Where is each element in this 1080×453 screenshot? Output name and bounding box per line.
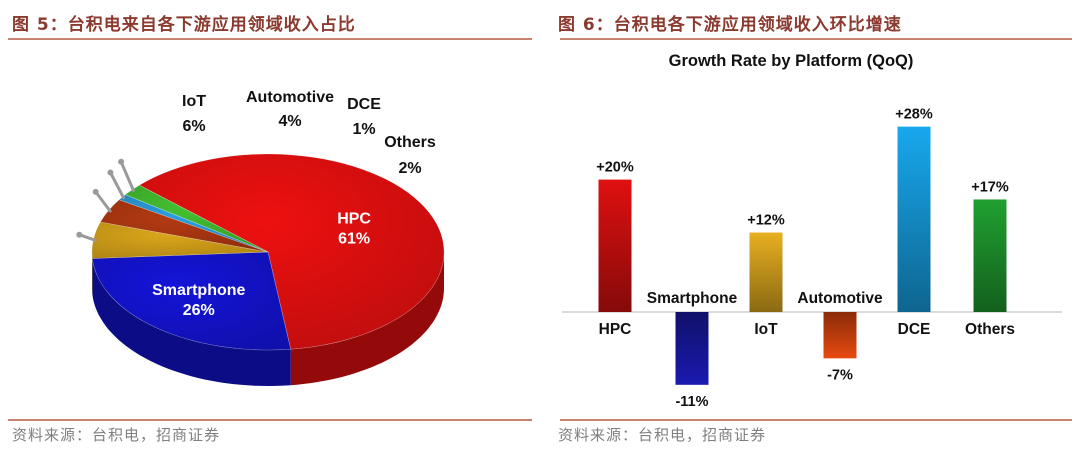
bar-value-dce: +28% [895, 107, 933, 123]
leader-dot-others [118, 158, 125, 165]
leader-dot-iot [76, 231, 83, 238]
source-note: 资料来源：台积电，招商证券 [558, 426, 767, 444]
source-rule [8, 419, 532, 421]
pie-label-hpc: HPC [337, 210, 371, 227]
bar-category-iot: IoT [754, 321, 778, 338]
source-note: 资料来源：台积电，招商证券 [12, 426, 221, 444]
bar-value-smartphone: -11% [675, 394, 708, 410]
pie-label-iot: IoT [182, 93, 206, 110]
left-figure: 图 5：台积电来自各下游应用领域收入占比 HPC 61% Smartphone 26%… [8, 15, 532, 444]
source-rule [560, 419, 1072, 421]
bar-value-others: +17% [971, 179, 1009, 195]
bar-value-automotive: -7% [827, 367, 853, 383]
bar-category-dce: DCE [898, 321, 931, 338]
pie-value-others: 2% [398, 160, 421, 177]
title-rule [8, 38, 532, 40]
bar-others [973, 199, 1007, 312]
pie-chart: HPC 61% Smartphone 26% IoT 6% Automotive 4% DCE 1… [76, 89, 445, 386]
leader-line-automotive [94, 190, 112, 213]
bar-category-smartphone: Smartphone [647, 290, 738, 307]
pie-side-smartphone [92, 258, 291, 386]
bar-value-iot: +12% [747, 213, 785, 229]
bar-iot [749, 232, 783, 312]
chart-title: Growth Rate by Platform (QoQ) [669, 52, 914, 70]
pie-value-iot: 6% [182, 118, 205, 135]
pie-slice-hpc [138, 153, 445, 350]
bar-category-automotive: Automotive [797, 290, 883, 307]
leader-dot-dce [107, 169, 114, 176]
pie-label-dce: DCE [347, 96, 381, 113]
leader-line-dce [108, 171, 125, 200]
pie-slice-smartphone [92, 251, 292, 351]
title-rule [560, 38, 1072, 40]
pie-value-smartphone: 26% [183, 302, 215, 319]
bar-category-hpc: HPC [599, 321, 632, 338]
pie-label-automotive: Automotive [246, 89, 334, 106]
right-figure: 图 6：台积电各下游应用领域收入环比增速 Growth Rate by Plat… [552, 0, 1080, 453]
figure-title: 图 5：台积电来自各下游应用领域收入占比 [12, 15, 356, 35]
bar-value-hpc: +20% [596, 160, 634, 176]
pie-value-hpc: 61% [338, 230, 370, 247]
bar-automotive [823, 312, 857, 359]
bar-smartphone [675, 312, 709, 385]
leader-line-others [119, 160, 135, 192]
figure-title: 图 6：台积电各下游应用领域收入环比增速 [558, 15, 902, 35]
bar-dce [897, 126, 931, 312]
bar-chart: Growth Rate by Platform (QoQ) +20% HPC -11%… [562, 52, 1062, 410]
bar-category-others: Others [965, 321, 1015, 338]
pie-label-others: Others [384, 134, 436, 151]
pie-value-dce: 1% [352, 121, 375, 138]
bar-hpc [598, 179, 632, 312]
pie-value-automotive: 4% [278, 113, 301, 130]
leader-dot-automotive [92, 188, 99, 195]
pie-side-hpc [290, 252, 444, 386]
pie-label-smartphone: Smartphone [152, 282, 245, 299]
